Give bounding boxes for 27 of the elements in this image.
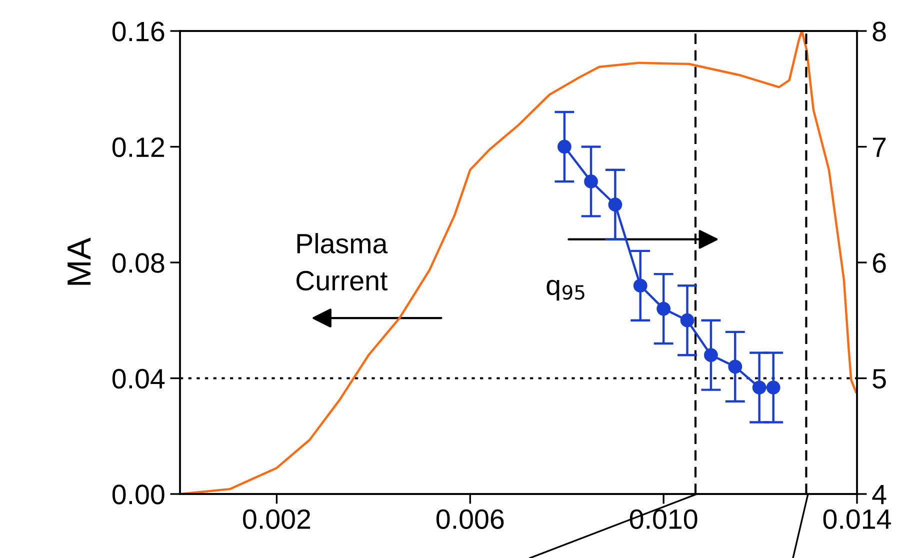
y2-tick-label: 4 (872, 484, 886, 504)
y2-tick-label: 7 (873, 138, 886, 157)
point (656, 302, 671, 316)
x-tick-label: 0.006 (436, 509, 504, 529)
point (752, 380, 766, 394)
point (704, 348, 718, 362)
y-tick-label: 0.00 (112, 484, 164, 504)
y-tick-label: 0.16 (112, 22, 164, 42)
y-axis-title: MA (68, 238, 91, 285)
point (728, 360, 742, 374)
y2-tick-label: 6 (872, 253, 886, 273)
point (557, 140, 572, 154)
y2-tick-label: 8 (872, 22, 886, 42)
point (766, 380, 780, 394)
point (680, 313, 694, 328)
x-tick-label: 0.002 (243, 509, 310, 529)
y2-tick-label: 5 (872, 369, 886, 389)
series-label: Plasma Current (296, 233, 388, 291)
y-tick-label: 0.08 (112, 253, 164, 273)
series-label: q$_{95}$ (546, 280, 584, 301)
point (633, 278, 648, 293)
point (584, 174, 598, 188)
x-tick-label: 0.014 (823, 509, 891, 529)
y-tick-label: 0.04 (112, 368, 165, 389)
x-tick-label: 0.010 (630, 509, 698, 529)
point (608, 198, 622, 212)
y-tick-label: 0.12 (112, 137, 164, 158)
